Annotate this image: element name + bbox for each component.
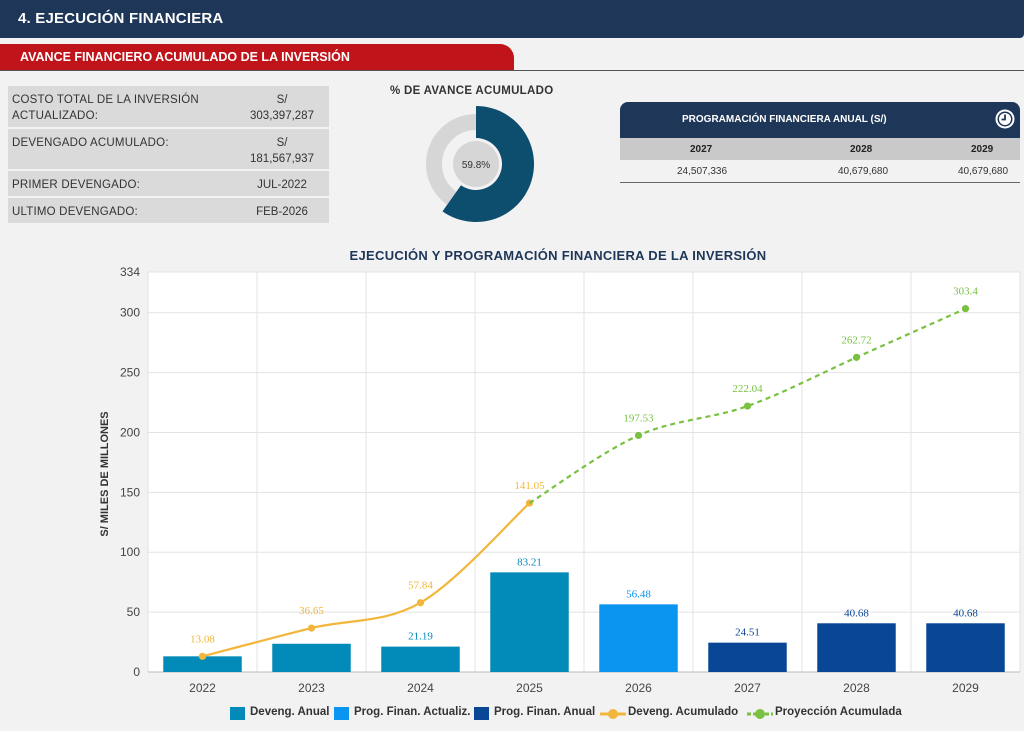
section-header: 4. EJECUCIÓN FINANCIERA — [0, 0, 1024, 38]
bar — [817, 623, 896, 672]
legend-swatch — [474, 707, 489, 720]
programacion-years-row: 2027 2028 2029 — [620, 138, 1020, 160]
y-tick-label: 250 — [120, 366, 140, 380]
point-value-label: 141.05 — [514, 480, 545, 492]
series-point — [416, 599, 425, 607]
subsection-divider — [0, 70, 1024, 71]
x-tick-label: 2025 — [516, 681, 543, 695]
bar-value-label: 40.68 — [953, 607, 978, 619]
series-point — [198, 652, 207, 660]
x-tick-label: 2027 — [734, 681, 761, 695]
summary-row-primer-devengado: PRIMER DEVENGADO: JUL-2022 — [8, 171, 329, 196]
x-tick-label: 2026 — [625, 681, 652, 695]
subsection-header: AVANCE FINANCIERO ACUMULADO DE LA INVERS… — [0, 44, 514, 70]
legend-swatch — [230, 707, 245, 720]
gauge-title: % DE AVANCE ACUMULADO — [390, 85, 554, 97]
summary-row-ultimo-devengado: ULTIMO DEVENGADO: FEB-2026 — [8, 198, 329, 223]
bar — [272, 643, 351, 672]
series-line — [202, 502, 531, 658]
year-cell: 2027 — [690, 144, 713, 155]
bar-value-label: 24.51 — [735, 627, 760, 639]
legend-item-proyeccion[interactable]: Proyección Acumulada — [747, 706, 902, 719]
programacion-header: PROGRAMACIÓN FINANCIERA ANUAL (S/) — [620, 102, 1020, 138]
bar — [926, 623, 1005, 672]
series-point — [852, 353, 861, 361]
summary-value: S/303,397,287 — [250, 94, 314, 122]
series-point — [307, 624, 316, 632]
gauge-arc — [442, 106, 534, 222]
progress-gauge: 59.8% — [426, 106, 534, 222]
point-value-label: 13.08 — [190, 633, 215, 645]
programacion-title: PROGRAMACIÓN FINANCIERA ANUAL (S/) — [682, 114, 887, 125]
legend-swatch — [334, 707, 349, 720]
y-tick-label: 50 — [127, 605, 141, 619]
bar-value-label: 40.68 — [844, 607, 869, 619]
series-line — [528, 307, 966, 505]
bar — [708, 642, 787, 672]
y-tick-label: 200 — [120, 425, 140, 439]
clock-icon[interactable] — [994, 108, 1016, 130]
legend-line-icon — [600, 709, 626, 719]
legend-item-prog-actualiz[interactable]: Prog. Finan. Actualiz. — [334, 706, 471, 720]
summary-label: ULTIMO DEVENGADO: — [12, 206, 138, 218]
point-value-label: 222.04 — [732, 383, 763, 395]
x-tick-label: 2028 — [843, 681, 870, 695]
summary-label: PRIMER DEVENGADO: — [12, 179, 141, 191]
y-tick-label: 150 — [120, 485, 140, 499]
chart-title: EJECUCIÓN Y PROGRAMACIÓN FINANCIERA DE L… — [349, 248, 767, 263]
point-value-label: 36.65 — [299, 605, 324, 617]
bar — [163, 656, 242, 672]
summary-label: COSTO TOTAL DE LA INVERSIÓN ACTUALIZADO: — [12, 94, 199, 122]
summary-row-costo-total: COSTO TOTAL DE LA INVERSIÓN ACTUALIZADO:… — [8, 86, 329, 127]
series-point — [961, 305, 970, 313]
legend-item-deveng-anual[interactable]: Deveng. Anual — [230, 706, 329, 720]
year-cell: 2029 — [971, 144, 994, 155]
point-value-label: 57.84 — [408, 580, 433, 592]
y-axis-label: S/ MILES DE MILLONES — [99, 411, 111, 536]
value-cell: 40,679,680 — [838, 166, 889, 177]
bar — [599, 604, 678, 672]
y-tick-label: 334 — [120, 265, 140, 279]
point-value-label: 197.53 — [623, 412, 654, 424]
series-point — [634, 431, 643, 440]
bar-value-label: 21.19 — [408, 631, 433, 643]
value-cell: 24,507,336 — [677, 166, 728, 177]
point-value-label: 303.4 — [953, 286, 978, 298]
x-tick-label: 2023 — [298, 681, 325, 695]
year-cell: 2028 — [850, 144, 873, 155]
summary-value: FEB-2026 — [256, 206, 308, 218]
programacion-table: PROGRAMACIÓN FINANCIERA ANUAL (S/) 2027 … — [620, 102, 1020, 183]
summary-value: JUL-2022 — [257, 179, 307, 191]
x-tick-label: 2022 — [189, 681, 216, 695]
legend-item-deveng-acumulado[interactable]: Deveng. Acumulado — [600, 706, 738, 719]
series-point — [743, 402, 752, 410]
x-tick-label: 2029 — [952, 681, 979, 695]
legend-line-icon — [747, 709, 773, 719]
summary-row-devengado: DEVENGADO ACUMULADO: S/181,567,937 — [8, 129, 329, 169]
section-title: 4. EJECUCIÓN FINANCIERA — [18, 10, 224, 27]
y-tick-label: 300 — [120, 306, 140, 320]
gauge-center — [453, 141, 499, 187]
summary-label: DEVENGADO ACUMULADO: — [12, 137, 169, 149]
chart-plot: 0 50 100 150 200 250 300 334 2022 2023 2024 2025 202… — [99, 265, 1021, 695]
point-value-label: 262.72 — [841, 334, 871, 346]
bar — [490, 572, 569, 672]
bar — [381, 646, 460, 672]
y-tick-label: 100 — [120, 545, 140, 559]
legend-item-prog-anual[interactable]: Prog. Finan. Anual — [474, 706, 595, 720]
value-cell: 40,679,680 — [958, 166, 1009, 177]
gauge-label: 59.8% — [462, 160, 490, 171]
summary-value: S/181,567,937 — [250, 137, 314, 165]
bar-value-label: 56.48 — [626, 588, 651, 600]
subsection-title: AVANCE FINANCIERO ACUMULADO DE LA INVERS… — [20, 50, 350, 64]
y-tick-label: 0 — [133, 665, 140, 679]
bar-value-label: 83.21 — [517, 556, 542, 568]
programacion-values-row: 24,507,336 40,679,680 40,679,680 — [620, 160, 1020, 183]
x-tick-label: 2024 — [407, 681, 434, 695]
